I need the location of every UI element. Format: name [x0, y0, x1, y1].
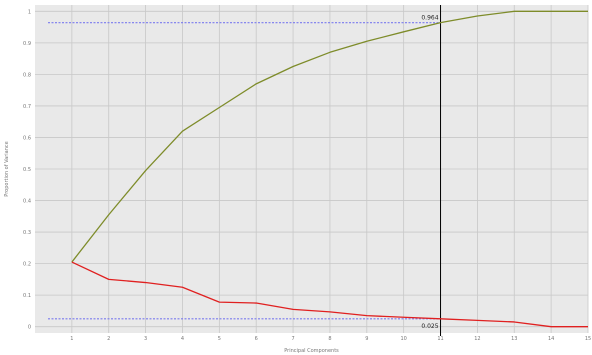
- y-tick-label: 0.4: [23, 199, 31, 205]
- y-tick-label: 0.5: [23, 167, 31, 173]
- x-axis-ticks: 1 2 3 4 5 6 7 8 9 10 11 12 13 14 15: [70, 336, 591, 342]
- y-axis-ticks: 0 0.1 0.2 0.3 0.4 0.5 0.6 0.7 0.8 0.9 1: [23, 9, 31, 330]
- y-tick-label: 0: [28, 325, 31, 331]
- x-tick-label: 15: [585, 336, 591, 342]
- x-tick-label: 13: [511, 336, 517, 342]
- y-tick-label: 0.8: [23, 72, 31, 78]
- y-tick-label: 1: [28, 9, 31, 15]
- y-tick-label: 0.7: [23, 104, 31, 110]
- individual-variance-line: [71, 261, 588, 328]
- annotations: 0.964 0.025: [421, 15, 438, 330]
- data-series: [71, 10, 588, 328]
- reference-lines: [48, 5, 442, 336]
- cumulative-variance-line: [71, 10, 588, 263]
- y-tick-label: 0.2: [23, 262, 31, 268]
- x-tick-label: 1: [70, 336, 73, 342]
- x-tick-label: 3: [144, 336, 147, 342]
- x-tick-label: 6: [255, 336, 258, 342]
- x-tick-label: 9: [365, 336, 368, 342]
- y-tick-label: 0.1: [23, 293, 31, 299]
- value-annotation: 0.025: [421, 323, 438, 330]
- x-tick-label: 10: [400, 336, 406, 342]
- x-tick-label: 14: [548, 336, 554, 342]
- y-tick-label: 0.3: [23, 230, 31, 236]
- x-tick-label: 2: [107, 336, 110, 342]
- y-tick-label: 0.9: [23, 41, 31, 47]
- y-tick-label: 0.6: [23, 135, 31, 141]
- x-tick-label: 12: [474, 336, 480, 342]
- x-tick-label: 5: [218, 336, 221, 342]
- x-tick-label: 7: [291, 336, 294, 342]
- x-tick-label: 4: [181, 336, 184, 342]
- value-annotation: 0.964: [421, 15, 438, 22]
- y-axis-label: Proportion of Variance: [4, 141, 10, 196]
- x-axis-label: Principal Components: [284, 348, 339, 354]
- x-tick-label: 8: [328, 336, 331, 342]
- x-tick-label: 11: [437, 336, 443, 342]
